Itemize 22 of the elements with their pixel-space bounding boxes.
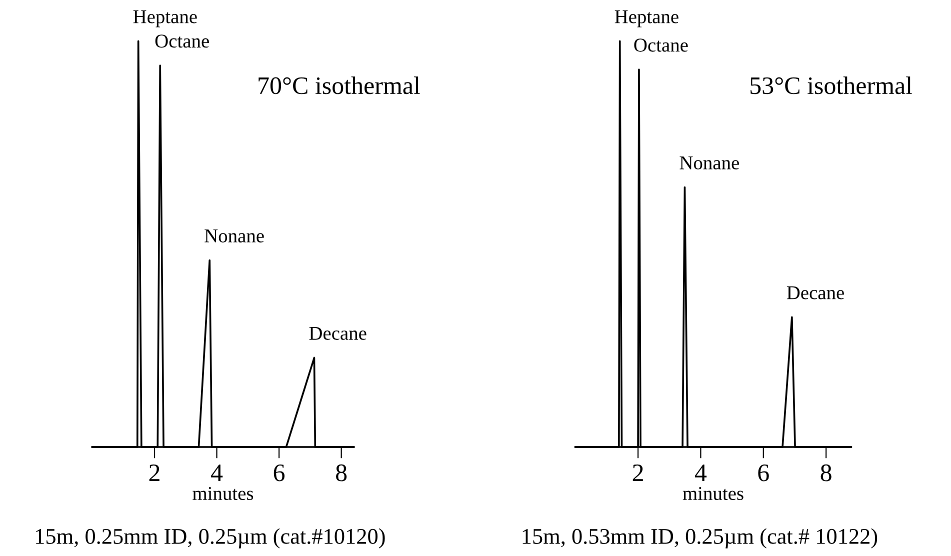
x-tick-label: 6 [274,464,285,482]
x-tick-label: 2 [632,464,643,482]
x-tick-label: 6 [758,464,769,482]
text: 15m, 0.53mm ID, 0.25µm (cat.# 10122) [522,528,878,548]
x-axis-title: minutes [192,486,254,500]
x-tick-label: 8 [336,464,347,482]
text: 15m, 0.25mm ID, 0.25µm (cat.#10120) [36,528,385,548]
annotation: Heptane [133,10,197,28]
x-tick-label: 2 [149,464,160,482]
annotation: Decane [786,286,844,300]
x-tick-label: 4 [694,464,707,482]
annotation: 70°C isothermal [258,76,420,94]
annotation: Heptane [614,10,678,28]
x-tick-label: 4 [211,464,223,482]
annotation: Nonane [680,156,739,170]
x-tick-label: 8 [820,464,832,482]
annotation: Nonane [204,230,264,242]
annotation: 53°C isothermal [750,76,912,94]
x-axis-title: minutes [682,486,744,500]
annotation: Octane [155,34,209,48]
annotation: Decane [309,326,366,340]
annotation: Octane [634,38,688,52]
